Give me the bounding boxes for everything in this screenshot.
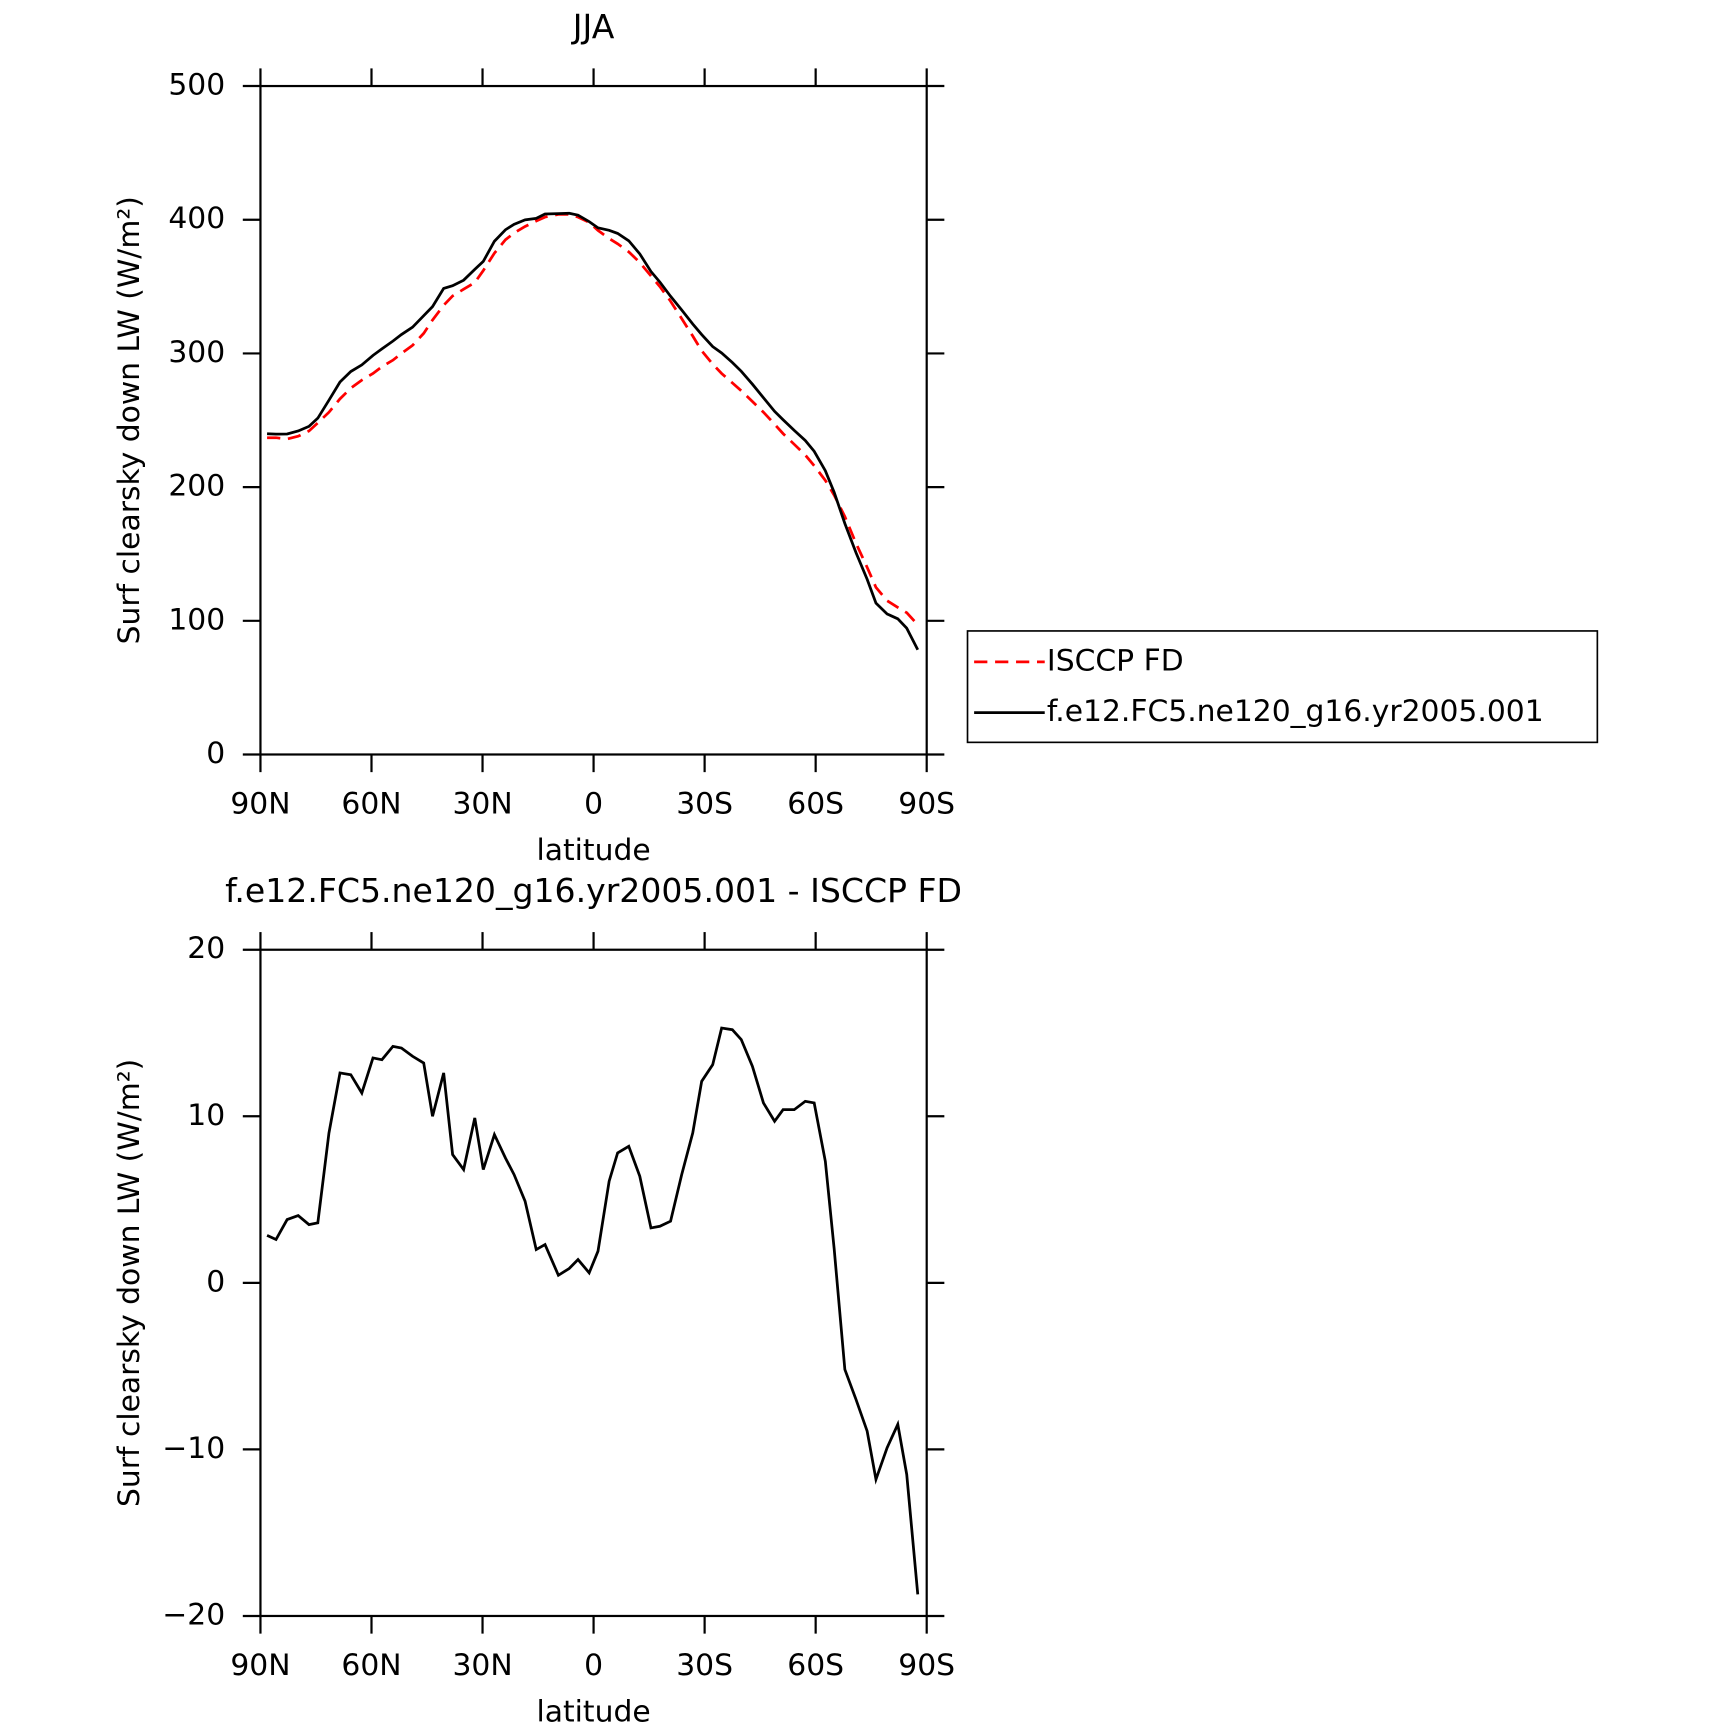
x-tick-label: 60S <box>787 787 844 822</box>
x-tick-label: 30N <box>452 1648 512 1683</box>
legend-label: f.e12.FC5.ne120_g16.yr2005.001 <box>1047 694 1544 729</box>
plot-frame <box>259 948 928 1618</box>
y-tick-label: −10 <box>162 1431 225 1466</box>
plot-frame <box>259 84 928 756</box>
x-axis-label: latitude <box>536 833 650 868</box>
x-tick-label: 30N <box>452 787 512 822</box>
x-tick-label: 0 <box>584 787 603 822</box>
y-axis-label: Surf clearsky down LW (W/m²) <box>112 196 147 644</box>
x-tick-label: 30S <box>676 1648 733 1683</box>
legend-label: ISCCP FD <box>1047 643 1184 678</box>
y-tick-label: 300 <box>168 335 225 370</box>
x-tick-label: 60N <box>341 787 401 822</box>
data-line <box>267 211 919 651</box>
y-tick-label: −20 <box>162 1597 225 1632</box>
chart-title: JJA <box>571 7 615 46</box>
y-tick-label: 10 <box>187 1098 225 1133</box>
y-tick-label: 20 <box>187 931 225 966</box>
x-tick-label: 90N <box>230 787 290 822</box>
y-tick-label: 500 <box>168 68 225 103</box>
y-tick-label: 100 <box>168 602 225 637</box>
x-tick-label: 30S <box>676 787 733 822</box>
x-tick-label: 90S <box>898 787 955 822</box>
x-tick-label: 0 <box>584 1648 603 1683</box>
y-tick-label: 200 <box>168 469 225 504</box>
y-axis-label: Surf clearsky down LW (W/m²) <box>112 1059 147 1507</box>
legend-box <box>966 630 1599 744</box>
y-tick-label: 0 <box>206 1264 225 1299</box>
x-axis-label: latitude <box>536 1695 650 1730</box>
x-tick-label: 60S <box>787 1648 844 1683</box>
data-line <box>266 1026 920 1595</box>
y-tick-label: 400 <box>168 201 225 236</box>
x-tick-label: 90S <box>898 1648 955 1683</box>
chart-title: f.e12.FC5.ne120_g16.yr2005.001 - ISCCP F… <box>225 871 962 910</box>
data-line <box>267 213 919 626</box>
x-tick-label: 90N <box>230 1648 290 1683</box>
x-tick-label: 60N <box>341 1648 401 1683</box>
y-tick-label: 0 <box>206 736 225 771</box>
